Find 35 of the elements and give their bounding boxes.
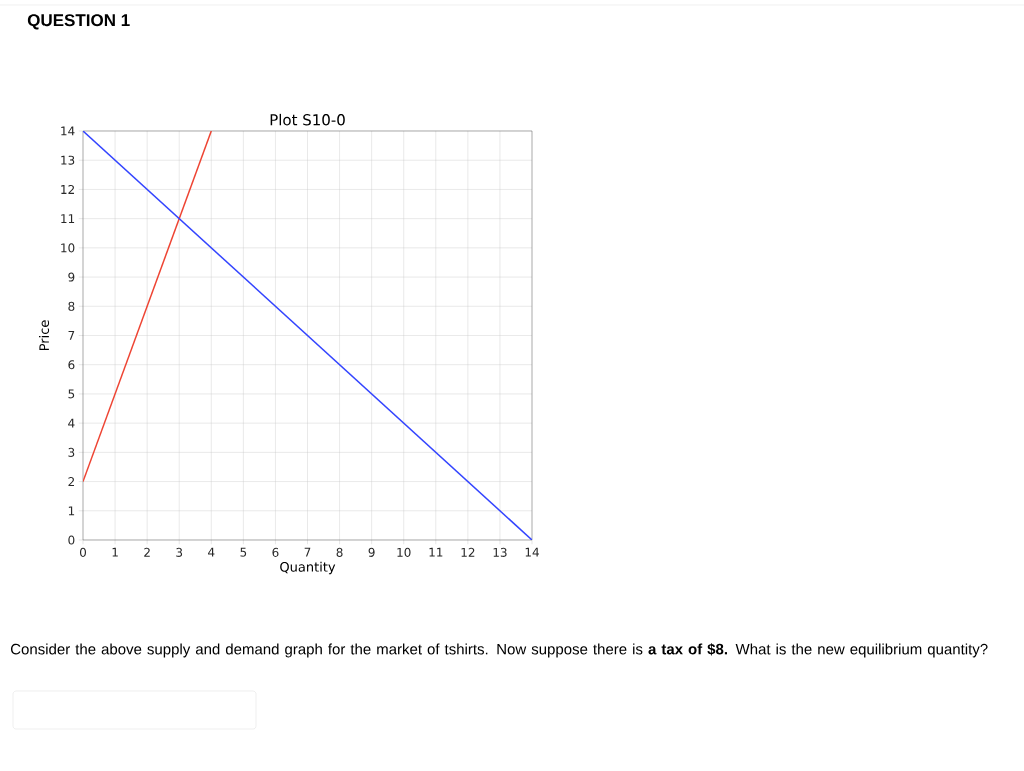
x-tick-label: 0: [79, 547, 87, 557]
x-tick-label: 11: [429, 547, 443, 557]
y-tick-label: 6: [68, 360, 75, 370]
y-tick-label: 12: [61, 184, 74, 194]
x-tick-label: 10: [397, 547, 411, 557]
y-tick-label: 11: [61, 214, 75, 224]
y-tick-label: 8: [68, 301, 75, 311]
text: QUESTION 1: [27, 14, 130, 30]
chart-title: Plot S10-0: [270, 113, 345, 126]
x-tick-label: 4: [208, 547, 215, 557]
y-tick-label: 14: [61, 126, 75, 136]
x-tick-label: 7: [304, 547, 311, 557]
x-axis-title: Quantity: [280, 561, 336, 575]
x-tick-label: 1: [112, 547, 118, 557]
y-tick-label: 1: [68, 506, 75, 516]
y-tick-label: 2: [68, 477, 74, 487]
y-tick-label: 4: [68, 418, 75, 428]
x-tick-label: 13: [493, 547, 507, 557]
x-tick-label: 5: [240, 547, 247, 557]
y-tick-label: 7: [68, 331, 75, 340]
x-tick-label: 6: [272, 547, 279, 557]
x-tick-label: 8: [336, 547, 343, 557]
y-tick-label: 5: [68, 389, 75, 399]
y-tick-label: 9: [68, 272, 75, 282]
x-tick-label: 14: [525, 547, 539, 557]
y-tick-label: 13: [61, 155, 75, 165]
y-axis-title: Price: [39, 320, 50, 351]
text: Consider the above supply and demand graph for the market of tshirts. Now suppose there is a tax of $8. What is the new equilibrium quantity?: [10, 643, 988, 658]
x-tick-label: 2: [144, 547, 150, 557]
x-tick-label: 3: [176, 547, 183, 557]
y-tick-label: 0: [68, 535, 75, 545]
y-tick-label: 3: [68, 447, 75, 457]
x-tick-label: 12: [461, 547, 475, 557]
y-tick-label: 10: [61, 243, 75, 253]
x-tick-label: 9: [368, 547, 375, 557]
